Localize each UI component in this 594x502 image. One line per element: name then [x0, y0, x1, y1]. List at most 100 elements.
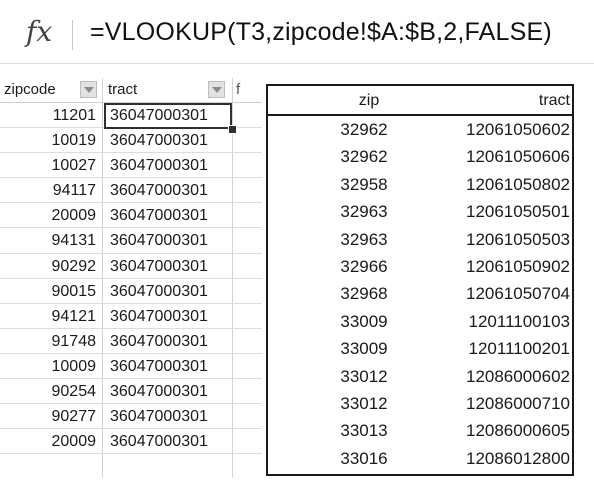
tract-cell[interactable]: 36047000301: [110, 207, 208, 225]
header-row: zipcode tract f: [0, 78, 262, 103]
table-row: 10019 36047000301: [0, 128, 262, 154]
tract-cell[interactable]: 36047000301: [110, 257, 208, 275]
formula-input[interactable]: =VLOOKUP(T3,zipcode!$A:$B,2,FALSE): [90, 18, 552, 46]
lookup-zip-cell: 32963: [340, 229, 388, 249]
selected-cell[interactable]: [104, 103, 232, 129]
fill-handle[interactable]: [228, 125, 237, 134]
lookup-table: zip tract 32962 12061050602 32962 120610506…: [266, 84, 574, 476]
column-header-next[interactable]: f: [236, 81, 241, 98]
lookup-tract-cell: 12086000602: [465, 366, 570, 386]
filter-dropdown-icon[interactable]: [80, 81, 97, 98]
zipcode-cell[interactable]: 10027: [51, 157, 97, 175]
tract-cell[interactable]: 36047000301: [110, 157, 208, 175]
table-row: 20009 36047000301: [0, 429, 262, 455]
zipcode-cell[interactable]: 11201: [52, 107, 96, 124]
lookup-zip-cell: 33009: [340, 339, 388, 359]
tract-cell[interactable]: 36047000301: [110, 107, 208, 124]
table-row: 94117 36047000301: [0, 178, 262, 204]
table-row: 90254 36047000301: [0, 379, 262, 405]
zipcode-cell[interactable]: 90254: [51, 383, 97, 401]
tract-cell[interactable]: 36047000301: [110, 357, 208, 375]
lookup-tract-cell: 12061050602: [465, 120, 570, 139]
list-item: 33012 12086000602: [268, 363, 572, 390]
lookup-tract-cell: 12061050606: [465, 147, 570, 167]
list-item: 33013 12086000605: [268, 417, 572, 444]
lookup-rows: 32962 12061050602 32962 12061050606 32958 120…: [268, 116, 572, 472]
formula-bar-divider: [72, 20, 73, 50]
lookup-tract-cell: 12086000710: [465, 393, 570, 413]
tract-cell[interactable]: 36047000301: [110, 408, 208, 426]
list-item: 32963 12061050501: [268, 198, 572, 225]
zipcode-cell[interactable]: 90277: [51, 408, 97, 426]
lookup-zip-cell: 33009: [340, 311, 388, 331]
lookup-zip-cell: 32958: [340, 174, 388, 194]
formula-bar-border: [0, 63, 594, 64]
lookup-tract-cell: 12011100103: [468, 311, 570, 331]
tract-cell[interactable]: 36047000301: [110, 433, 208, 451]
lookup-tract-cell: 12061050902: [465, 256, 570, 276]
table-row: 94121 36047000301: [0, 304, 262, 329]
lookup-table-header: zip tract: [268, 86, 572, 116]
formula-bar: fx =VLOOKUP(T3,zipcode!$A:$B,2,FALSE): [0, 0, 594, 66]
tract-cell[interactable]: 36047000301: [110, 383, 208, 401]
lookup-zip-cell: 32962: [340, 147, 388, 167]
list-item: 33009 12011100201: [268, 335, 572, 362]
lookup-header-tract: tract: [538, 92, 570, 109]
zipcode-cell[interactable]: 91748: [51, 332, 97, 350]
lookup-tract-cell: 12061050503: [465, 229, 570, 249]
table-row: 94131 36047000301: [0, 228, 262, 254]
zipcode-cell[interactable]: 90015: [51, 282, 97, 300]
zipcode-cell[interactable]: 20009: [51, 207, 97, 225]
list-item: 32962 12061050602: [268, 116, 572, 143]
table-row: 20009 36047000301: [0, 203, 262, 229]
table-row: 10027 36047000301: [0, 153, 262, 179]
table-row: 91748 36047000301: [0, 329, 262, 354]
table-row: 90277 36047000301: [0, 404, 262, 430]
list-item: 33012 12086000710: [268, 390, 572, 417]
list-item: 32963 12061050503: [268, 226, 572, 253]
zipcode-cell[interactable]: 10009: [51, 357, 97, 375]
table-row: 90292 36047000301: [0, 254, 262, 279]
table-row: 10009 36047000301: [0, 354, 262, 380]
tract-cell[interactable]: 36047000301: [110, 182, 208, 200]
zipcode-cell[interactable]: 10019: [51, 132, 97, 150]
tract-cell[interactable]: 36047000301: [110, 332, 208, 350]
lookup-zip-cell: 33012: [340, 366, 388, 386]
list-item: 32958 12061050802: [268, 171, 572, 198]
zipcode-cell[interactable]: 94121: [51, 307, 97, 325]
list-item: 32968 12061050704: [268, 280, 572, 307]
lookup-zip-cell: 32968: [340, 284, 388, 304]
lookup-zip-cell: 32963: [340, 202, 388, 222]
zipcode-cell[interactable]: 90292: [51, 257, 97, 275]
spreadsheet-grid: zipcode tract f 11201 36047000301 10019 360…: [0, 78, 262, 478]
filter-dropdown-icon[interactable]: [208, 81, 225, 98]
lookup-zip-cell: 32962: [340, 120, 388, 139]
tract-cell[interactable]: 36047000301: [110, 132, 208, 150]
lookup-tract-cell: 12061050802: [465, 174, 570, 194]
lookup-zip-cell: 32966: [340, 256, 388, 276]
tract-cell[interactable]: 36047000301: [110, 282, 208, 300]
list-item: 33009 12011100103: [268, 308, 572, 335]
sheet-rows: 11201 36047000301 10019 36047000301 10027 360…: [0, 103, 262, 455]
list-item: 33016 12086012800: [268, 445, 572, 472]
lookup-zip-cell: 33013: [340, 421, 388, 441]
lookup-header-zip: zip: [358, 92, 380, 109]
zipcode-cell[interactable]: 20009: [51, 433, 97, 451]
lookup-tract-cell: 12086000605: [465, 421, 570, 441]
lookup-tract-cell: 12011100201: [468, 339, 570, 359]
lookup-zip-cell: 33012: [340, 393, 388, 413]
lookup-tract-cell: 12061050501: [465, 202, 570, 222]
function-icon[interactable]: fx: [26, 15, 53, 48]
column-header-zipcode[interactable]: zipcode: [4, 81, 56, 98]
list-item: 32966 12061050902: [268, 253, 572, 280]
tract-cell[interactable]: 36047000301: [110, 232, 208, 250]
lookup-tract-cell: 12086012800: [465, 448, 570, 468]
zipcode-cell[interactable]: 94131: [51, 232, 97, 250]
lookup-zip-cell: 33016: [340, 448, 388, 468]
column-header-tract[interactable]: tract: [108, 81, 138, 98]
list-item: 32962 12061050606: [268, 143, 572, 170]
zipcode-cell[interactable]: 94117: [52, 182, 96, 200]
lookup-tract-cell: 12061050704: [465, 284, 570, 304]
tract-cell[interactable]: 36047000301: [110, 307, 208, 325]
table-row: 90015 36047000301: [0, 279, 262, 304]
